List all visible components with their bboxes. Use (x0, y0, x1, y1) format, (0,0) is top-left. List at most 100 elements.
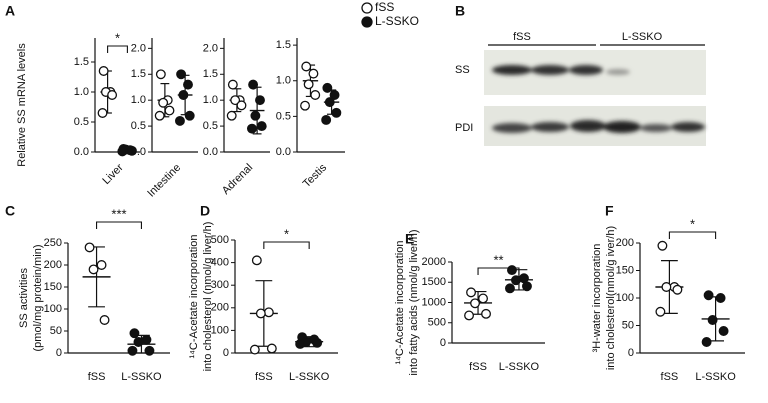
significance-label: * (284, 226, 289, 241)
x-tick-label: Testis (301, 161, 330, 190)
significance-label: *** (111, 206, 126, 221)
y-axis-label: into cholesterol(nmol/g iver/h) (605, 226, 617, 370)
data-point (519, 273, 529, 284)
x-tick-label: L-SSKO (695, 371, 736, 383)
y-tick-label: 200 (44, 259, 62, 271)
blot-row-label: PDI (455, 122, 473, 134)
data-point (478, 293, 488, 304)
y-tick-label: 1.5 (276, 39, 291, 51)
data-point (308, 68, 319, 79)
data-point (141, 334, 152, 345)
y-tick-label: 2.0 (203, 42, 218, 54)
data-point (321, 114, 332, 125)
data-point (303, 79, 314, 90)
x-tick-label: fSS (88, 371, 106, 383)
y-tick-label: 100 (616, 292, 634, 304)
data-point (329, 90, 340, 100)
significance-label: * (115, 30, 120, 45)
band (531, 65, 569, 75)
y-tick-label: 0.5 (203, 120, 218, 132)
y-tick-label: 1.0 (74, 86, 89, 98)
data-point (701, 337, 712, 347)
data-point (246, 123, 257, 134)
data-point (324, 97, 335, 108)
y-tick-label: 400 (211, 257, 229, 269)
plot: 0.0 0.5 1.0 1.5 2.0 Adrenal (203, 38, 270, 197)
plot: 0 500 1000 1500 2000 ¹⁴C-Acetate incorporatio… (394, 229, 545, 376)
data-point (522, 281, 532, 292)
data-point (718, 326, 729, 336)
y-tick-label: 2000 (422, 256, 446, 268)
band (603, 121, 641, 133)
data-point (255, 95, 265, 106)
data-point (481, 308, 491, 319)
y-tick-label: 1000 (422, 296, 446, 308)
y-tick-label: 50 (50, 325, 62, 337)
y-axis-label: into fatty acids (nmol/g liver/h) (408, 229, 420, 375)
data-point (133, 337, 144, 347)
legend-label: L-SSKO (375, 14, 419, 28)
significance-bracket (96, 221, 142, 229)
significance-bracket (107, 45, 128, 53)
y-tick-label: 0 (223, 347, 229, 359)
data-point (250, 110, 261, 121)
data-point (127, 345, 138, 356)
y-axis-label: ³H-water incorporation (591, 244, 603, 353)
x-tick-label: L-SSKO (289, 371, 330, 383)
data-point (226, 110, 237, 121)
data-point (255, 308, 266, 319)
y-tick-label: 500 (428, 317, 446, 329)
data-point (183, 79, 193, 90)
y-tick-label: 1.0 (131, 94, 146, 106)
data-point (144, 345, 155, 356)
y-tick-label: 100 (44, 303, 62, 315)
data-point (507, 265, 517, 276)
y-tick-label: 1.0 (203, 94, 218, 106)
data-point (84, 242, 95, 253)
data-point (99, 315, 110, 325)
y-tick-label: 0.0 (131, 146, 146, 158)
data-point (657, 240, 668, 251)
y-tick-label: 200 (211, 302, 229, 314)
y-axis-label: SS activities (18, 268, 30, 328)
data-point (164, 105, 175, 116)
y-tick-label: 50 (622, 319, 634, 331)
data-point (322, 82, 333, 93)
data-point (715, 293, 726, 303)
y-axis-label: (pmol/mg protein/min) (32, 245, 44, 352)
panel-label: F (605, 203, 614, 219)
data-point (263, 307, 274, 318)
data-point (464, 310, 474, 321)
data-point (248, 79, 259, 90)
x-tick-label: Adrenal (220, 162, 255, 197)
data-point (178, 90, 189, 100)
y-tick-label: 0.5 (131, 120, 146, 132)
y-tick-label: 0.0 (74, 146, 89, 158)
data-point (126, 145, 137, 156)
y-tick-label: 1.5 (131, 68, 146, 80)
data-point (301, 61, 312, 72)
x-tick-label: fSS (255, 371, 273, 383)
significance-bracket (263, 241, 310, 249)
data-point (174, 115, 185, 126)
data-point (703, 290, 714, 301)
plot: 0 50 100 150 200 ³H-water incorporation into c… (591, 203, 745, 383)
y-tick-label: 0 (440, 337, 446, 349)
y-tick-label: 200 (616, 237, 634, 249)
band (492, 123, 532, 133)
data-point (295, 339, 306, 349)
y-tick-label: 0 (628, 347, 634, 359)
x-tick-label: L-SSKO (121, 371, 162, 383)
data-point (266, 343, 277, 354)
bands (492, 65, 705, 133)
y-tick-label: 0.5 (276, 110, 291, 122)
data-point (107, 90, 118, 100)
data-point (249, 344, 260, 355)
blot-group-label: L-SSKO (622, 31, 663, 43)
y-tick-label: 1.5 (203, 68, 218, 80)
data-point (310, 90, 321, 100)
data-point (97, 108, 108, 118)
y-tick-label: 0 (56, 347, 62, 359)
data-point (300, 100, 310, 111)
legend-marker (361, 2, 373, 14)
